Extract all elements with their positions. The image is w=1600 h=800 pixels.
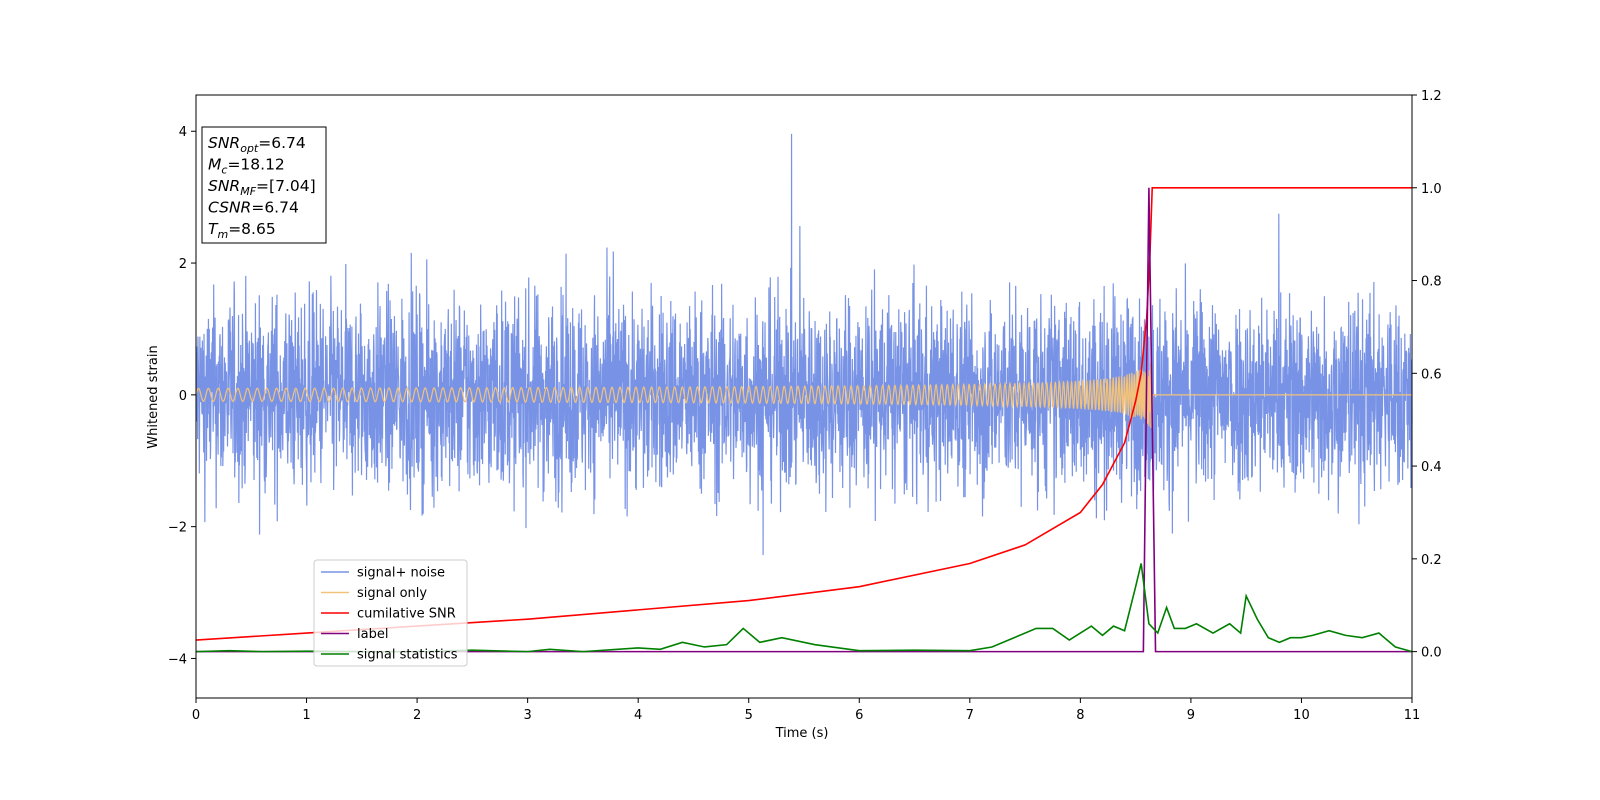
stats-line: CSNR=6.74 [208, 199, 299, 217]
stats-line: Tm=8.65 [208, 220, 276, 241]
legend-label: cumilative SNR [357, 607, 456, 622]
y2-tick-label: 0.0 [1421, 646, 1442, 661]
x-tick-label: 9 [1187, 708, 1195, 723]
series-label-line [196, 187, 1412, 653]
legend: signal+ noise signal only cumilative SNR la… [313, 559, 468, 667]
legend-label: signal statistics [357, 648, 458, 663]
y-tick-label: 2 [179, 257, 187, 272]
x-tick-label: 3 [523, 708, 531, 723]
y2-tick-label: 1.0 [1421, 182, 1442, 197]
stats-line: Mc=18.12 [208, 156, 285, 177]
y2-tick-label: 0.2 [1421, 553, 1442, 568]
y2-tick-label: 0.8 [1421, 275, 1442, 290]
x-tick-label: 10 [1293, 708, 1310, 723]
x-tick-label: 8 [1076, 708, 1084, 723]
series-signal-only-line [195, 363, 1412, 428]
plot-frame [195, 94, 1413, 699]
y2-tick-label: 0.6 [1421, 367, 1442, 382]
series-signal-statistics-line [195, 563, 1413, 653]
x-tick-label: 1 [302, 708, 310, 723]
legend-label: signal only [357, 586, 427, 601]
y-axis-title: Whitened strain [146, 345, 161, 448]
y-tick-label: 0 [179, 389, 187, 404]
y2-tick-label: 1.2 [1421, 89, 1442, 104]
x-tick-label: 11 [1404, 708, 1421, 723]
legend-label: signal+ noise [357, 566, 445, 581]
x-tick-label: 6 [855, 708, 863, 723]
stats-frame [201, 126, 327, 244]
x-tick-label: 0 [192, 708, 200, 723]
plot-layer [195, 133, 1413, 653]
y-tick-label: 4 [179, 125, 187, 140]
y-tick-label: −2 [168, 521, 187, 536]
x-tick-label: 4 [634, 708, 642, 723]
y2-tick-label: 0.4 [1421, 460, 1442, 475]
legend-label: label [357, 627, 388, 642]
x-tick-label: 7 [966, 708, 974, 723]
x-tick-label: 2 [413, 708, 421, 723]
legend-frame [313, 559, 468, 667]
series-signal-noise-line [195, 133, 1413, 556]
stats-box: SNRopt=6.74Mc=18.12SNRMF=[7.04]CSNR=6.74… [201, 126, 327, 244]
stats-line: SNRMF=[7.04] [208, 177, 316, 198]
axes-layer: 0 1 2 3 4 5 6 7 8 9 10 11 4 2 0 −2 −4 1.2 1.0 0.8 0.6 0.4 0.2 0… [168, 89, 1442, 723]
y-tick-label: −4 [168, 652, 187, 667]
x-axis-title: Time (s) [775, 726, 829, 741]
x-tick-label: 5 [745, 708, 753, 723]
stats-line: SNRopt=6.74 [208, 134, 306, 155]
